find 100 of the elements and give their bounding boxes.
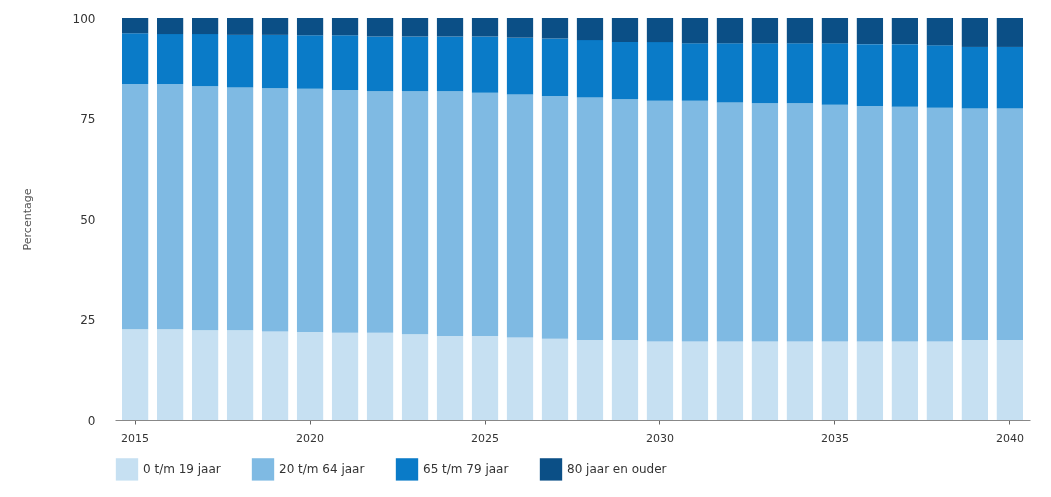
bar [786, 43, 814, 104]
bar [191, 18, 219, 35]
bar [786, 103, 814, 342]
bar [821, 43, 849, 105]
bar [191, 330, 219, 420]
bar [541, 95, 569, 339]
bar [436, 335, 464, 420]
bar [926, 341, 954, 420]
bar [261, 331, 289, 420]
legend-label: 80 jaar en ouder [567, 462, 667, 477]
bar [751, 341, 779, 420]
bar [226, 18, 254, 35]
bar [436, 36, 464, 92]
bar [366, 36, 394, 92]
legend-label: 65 t/m 79 jaar [423, 462, 509, 477]
bar [436, 18, 464, 37]
bar [226, 34, 254, 88]
bar [961, 46, 989, 109]
bar [751, 18, 779, 44]
bar [646, 42, 674, 101]
bar [891, 341, 919, 420]
bar [646, 341, 674, 420]
x-tick-label: 2040 [995, 431, 1024, 445]
bar [926, 45, 954, 108]
bar [786, 18, 814, 44]
bar [506, 94, 534, 338]
x-tick-label: 2035 [820, 431, 849, 445]
bar [716, 43, 744, 103]
y-tick-label: 50 [80, 212, 96, 227]
bar [506, 37, 534, 95]
bar [576, 97, 604, 340]
bar [156, 329, 184, 420]
y-tick-label: 0 [87, 413, 96, 428]
bar [576, 18, 604, 41]
x-tick-label: 2030 [645, 431, 674, 445]
bar [122, 83, 149, 330]
bar [961, 108, 989, 340]
bar [401, 334, 429, 420]
legend-label: 20 t/m 64 jaar [279, 462, 365, 477]
bar [751, 103, 779, 342]
bar [331, 89, 359, 333]
bar [366, 332, 394, 420]
bar [856, 341, 884, 420]
bar [681, 100, 709, 342]
bar [436, 91, 464, 336]
bar [751, 43, 779, 104]
bar [611, 340, 639, 420]
bar [261, 88, 289, 332]
bar [821, 18, 849, 44]
bar [471, 36, 499, 93]
y-tick-label: 100 [72, 11, 96, 26]
bar [996, 18, 1023, 47]
bar [296, 18, 324, 36]
bar [576, 40, 604, 98]
bar [541, 18, 569, 39]
bar [891, 18, 919, 45]
bar [122, 18, 149, 34]
bar [541, 38, 569, 96]
bar [401, 36, 429, 92]
bar [366, 18, 394, 37]
bar [926, 107, 954, 342]
bar [646, 18, 674, 43]
x-tick-label: 2015 [121, 431, 150, 445]
bar [646, 100, 674, 342]
bar [716, 341, 744, 420]
bar [996, 340, 1023, 420]
bar [821, 341, 849, 420]
bar [122, 329, 149, 420]
bar [331, 35, 359, 90]
bar [961, 18, 989, 47]
bar [296, 331, 324, 420]
bar [366, 91, 394, 333]
bar [506, 18, 534, 38]
bar [856, 44, 884, 107]
bar [156, 83, 184, 330]
bar [611, 99, 639, 340]
legend-label: 0 t/m 19 jaar [143, 462, 221, 477]
bar [156, 18, 184, 35]
y-tick-label: 25 [80, 313, 96, 327]
bar [996, 46, 1023, 109]
bar [716, 102, 744, 342]
bar [191, 86, 219, 331]
bar [261, 18, 289, 35]
bar [716, 18, 744, 44]
bar [926, 18, 954, 46]
bar [541, 338, 569, 420]
bar [471, 18, 499, 37]
bar [471, 92, 499, 336]
y-tick-label: 75 [80, 112, 96, 126]
bar [226, 87, 254, 331]
bar [122, 33, 149, 84]
bar [891, 106, 919, 342]
y-axis-title: Percentage [20, 188, 34, 251]
bar [401, 91, 429, 335]
bar [856, 18, 884, 45]
bar [331, 332, 359, 420]
bar [576, 340, 604, 420]
bar [156, 34, 184, 84]
bar [821, 104, 849, 342]
bar [401, 18, 429, 37]
